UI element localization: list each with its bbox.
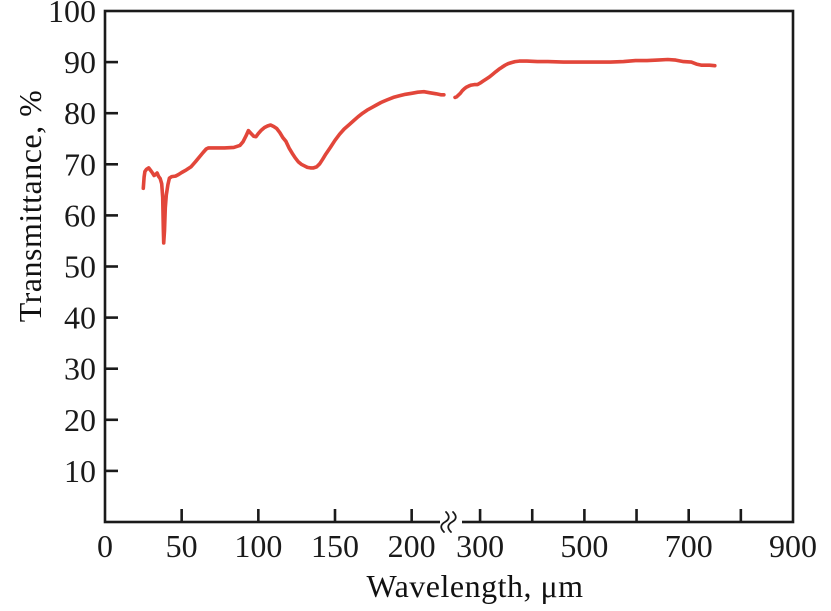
axis-break-symbol	[440, 511, 462, 533]
y-tick-label: 10	[64, 453, 96, 489]
y-tick-label: 50	[64, 249, 96, 285]
x-tick-label: 100	[234, 528, 282, 564]
plot-border	[103, 9, 795, 524]
y-tick-label: 80	[64, 95, 96, 131]
y-tick-label: 40	[64, 300, 96, 336]
y-tick-label: 30	[64, 351, 96, 387]
x-tick-label: 700	[665, 528, 713, 564]
y-tick-label: 100	[48, 0, 96, 29]
x-tick-label: 300	[456, 528, 504, 564]
series-line-transmittance	[141, 89, 446, 245]
y-tick-label: 70	[64, 146, 96, 182]
x-tick-label: 500	[560, 528, 608, 564]
x-tick-label: 200	[388, 528, 436, 564]
series-line-transmittance	[453, 57, 717, 100]
x-tick-label: 900	[769, 528, 817, 564]
y-tick-label: 20	[64, 402, 96, 438]
y-tick-label: 60	[64, 197, 96, 233]
x-axis-title: Wavelength, μm	[366, 568, 584, 604]
x-tick-label: 150	[311, 528, 359, 564]
x-tick-label: 50	[166, 528, 198, 564]
y-tick-label: 90	[64, 44, 96, 80]
y-axis-title: Transmittance, %	[12, 89, 48, 323]
x-tick-label: 0	[97, 528, 113, 564]
